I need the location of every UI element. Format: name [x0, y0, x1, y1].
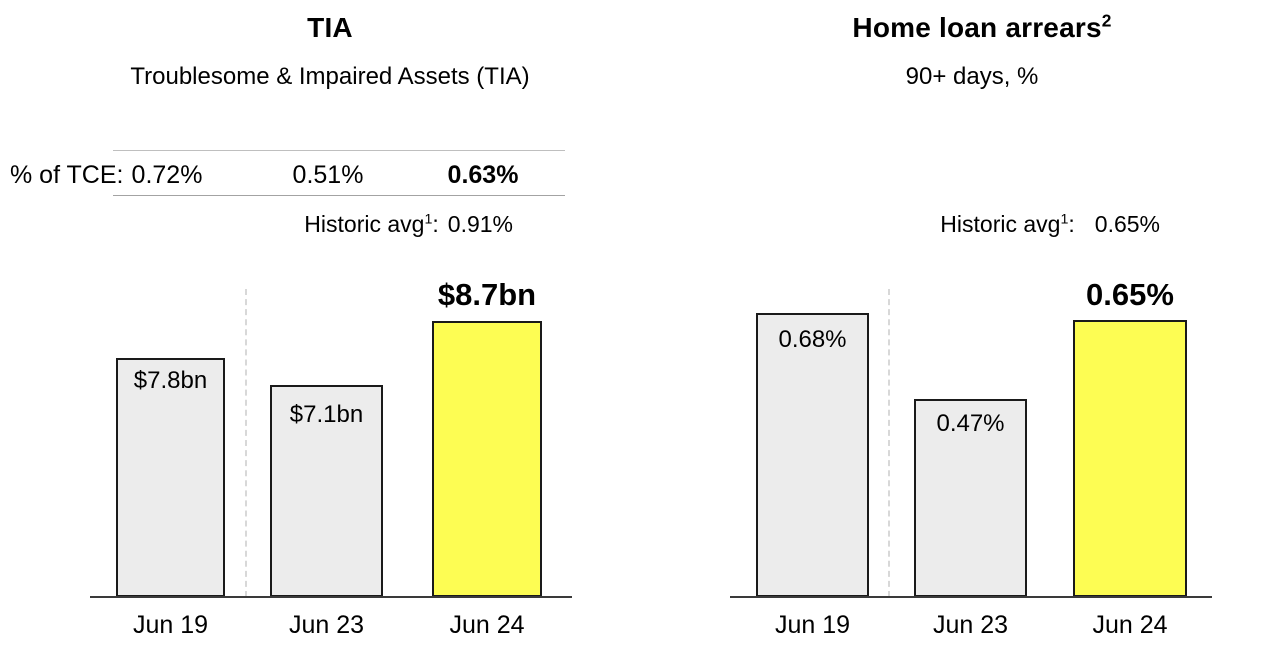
tia-bar-jun19-label: $7.8bn: [133, 367, 208, 394]
tia-x-axis-line: [90, 596, 572, 598]
tia-historic-avg-label: Historic avg: [304, 211, 425, 237]
arrears-bar-jun19: 0.68%: [756, 313, 869, 597]
tce-table-bottom-rule: [113, 195, 565, 196]
tia-axis-label-jun19: Jun 19: [132, 611, 209, 639]
arrears-chart-title: Home loan arrears2: [740, 10, 1224, 46]
arrears-bar-jun23-label: 0.47%: [936, 410, 1005, 437]
arrears-period-divider-dashed-line: [888, 289, 890, 597]
tia-chart-subtitle: Troublesome & Impaired Assets (TIA): [130, 63, 530, 90]
tia-historic-avg-value: 0.91%: [447, 211, 513, 237]
arrears-bar-jun24-highlight: [1073, 320, 1187, 597]
tia-axis-label-jun23: Jun 23: [288, 611, 365, 639]
tia-highlight-value-label: $8.7bn: [437, 277, 537, 312]
tia-bar-jun19: $7.8bn: [116, 358, 225, 597]
tce-row-label: % of TCE:: [10, 161, 124, 189]
arrears-chart-title-text: Home loan arrears: [852, 12, 1102, 43]
tia-chart-title: TIA: [307, 12, 353, 43]
arrears-axis-label-jun23: Jun 23: [932, 611, 1009, 639]
tia-bar-jun23: $7.1bn: [270, 385, 383, 597]
tce-value-jun19: 0.72%: [131, 161, 203, 189]
tia-axis-label-jun24: Jun 24: [449, 611, 525, 639]
tce-table-top-rule: [113, 150, 565, 151]
tia-period-divider-dashed-line: [245, 289, 247, 597]
arrears-chart-subtitle: 90+ days, %: [905, 63, 1039, 90]
tia-historic-avg: Historic avg1: 0.91%: [233, 211, 513, 238]
arrears-axis-label-jun24: Jun 24: [1092, 611, 1168, 639]
arrears-bar-jun23: 0.47%: [914, 399, 1027, 597]
arrears-historic-avg-footnote: 1: [1060, 211, 1069, 228]
tce-value-jun24: 0.63%: [447, 161, 519, 189]
arrears-axis-label-jun19: Jun 19: [774, 611, 851, 639]
tia-historic-avg-footnote: 1: [424, 211, 433, 228]
tia-bar-jun24-highlight: [432, 321, 542, 597]
arrears-historic-avg-value: 0.65%: [1094, 211, 1160, 237]
tia-bar-jun23-label: $7.1bn: [289, 401, 364, 428]
arrears-historic-avg-label: Historic avg: [940, 211, 1061, 237]
arrears-historic-avg: Historic avg1: 0.65%: [880, 211, 1160, 238]
tia-historic-avg-colon: :: [432, 211, 439, 237]
arrears-chart-title-footnote: 2: [1101, 10, 1112, 31]
arrears-historic-avg-colon: :: [1068, 211, 1075, 237]
arrears-highlight-value-label: 0.65%: [1086, 277, 1174, 312]
tce-value-jun23: 0.51%: [292, 161, 364, 189]
arrears-bar-jun19-label: 0.68%: [778, 326, 847, 353]
arrears-x-axis-line: [730, 596, 1212, 598]
